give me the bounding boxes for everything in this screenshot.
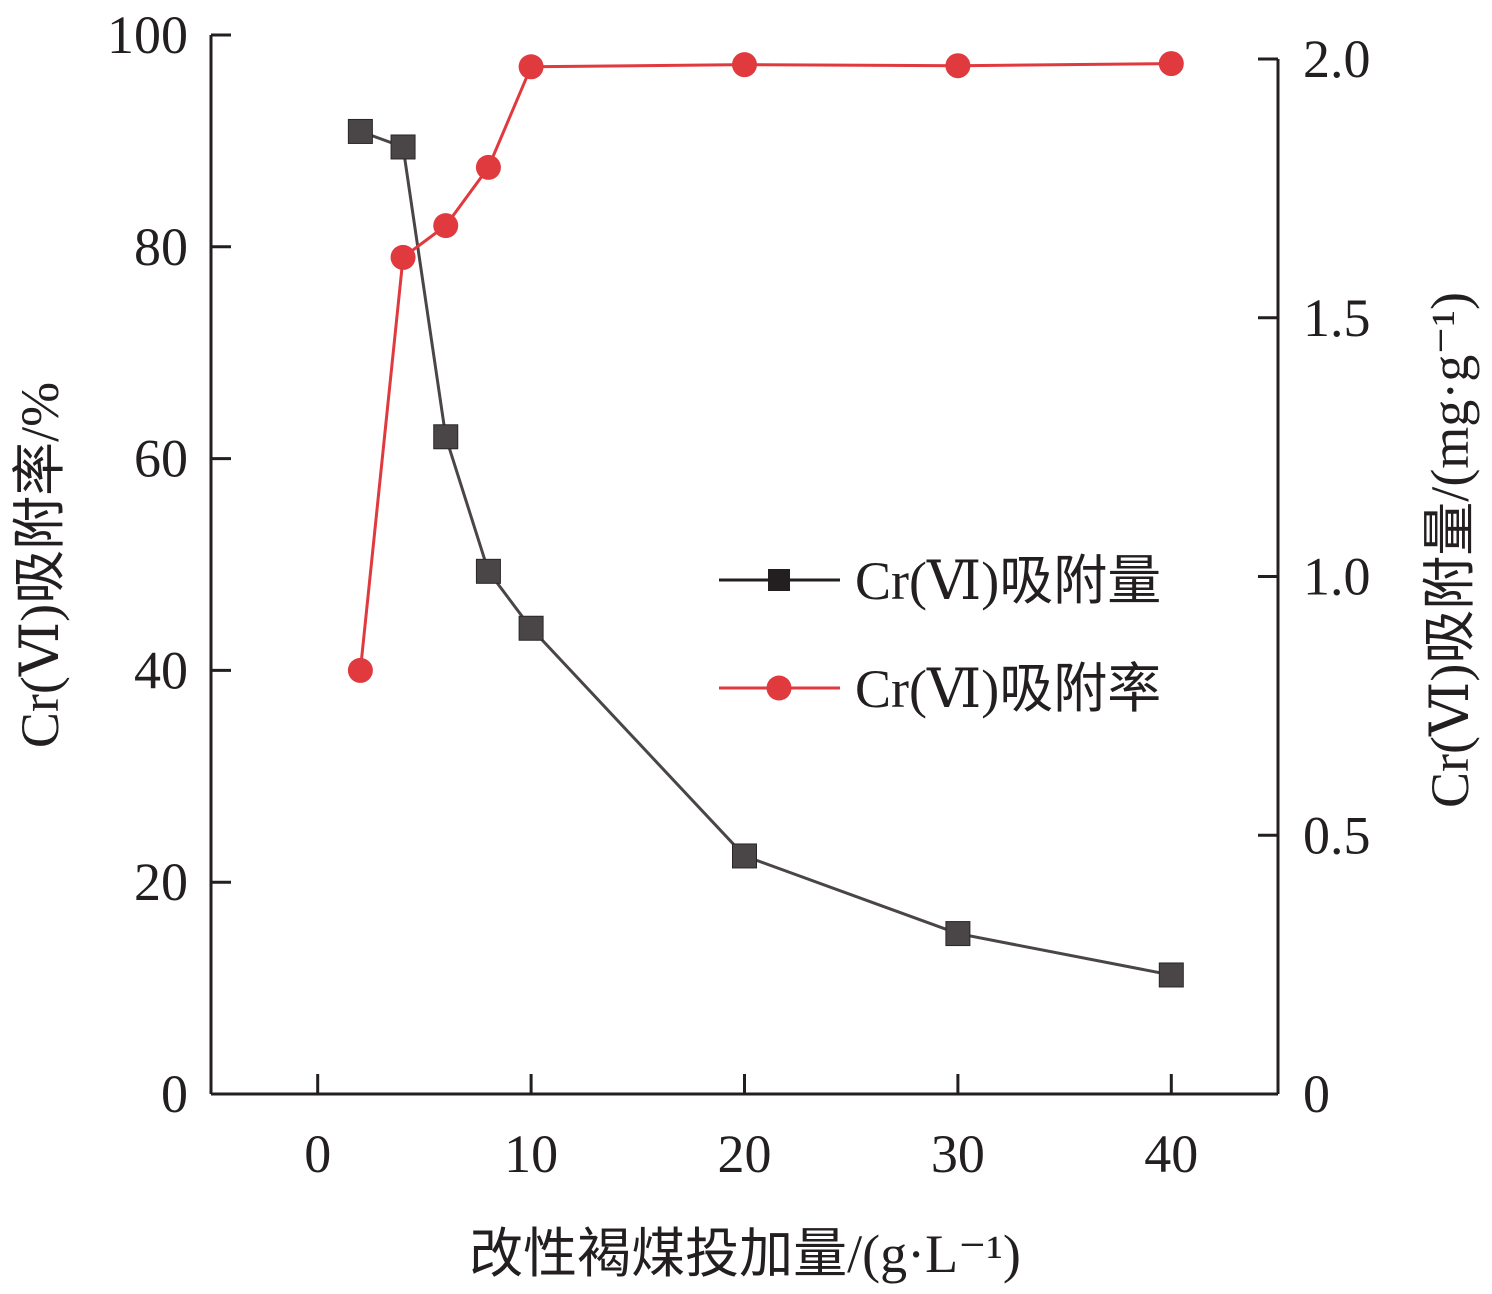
data-point-square [475, 558, 501, 584]
legend-marker-square [768, 569, 790, 591]
y-right-tick-label: 0.5 [1303, 805, 1371, 865]
series-layer [347, 51, 1184, 988]
data-point-circle [518, 54, 544, 80]
x-axis-title: 改性褐煤投加量/(g·L⁻¹) [469, 1224, 1021, 1284]
y-left-tick-label: 60 [134, 429, 188, 489]
data-point-square [518, 615, 544, 641]
y-right-tick-label: 1.0 [1303, 547, 1371, 607]
data-point-circle [347, 657, 373, 683]
y-axis-left-title: Cr(Ⅵ)吸附率/% [10, 382, 70, 748]
data-point-circle [390, 244, 416, 270]
data-point-square [1158, 962, 1184, 988]
y-left-tick-label: 40 [134, 640, 188, 700]
y-right-tick-label: 2.0 [1303, 29, 1371, 89]
data-point-square [732, 843, 757, 869]
y-left-tick-label: 80 [134, 217, 188, 277]
x-tick-label: 40 [1144, 1124, 1198, 1184]
data-point-circle [732, 52, 757, 78]
data-point-square [945, 921, 971, 947]
y-left-tick-label: 100 [107, 5, 188, 65]
legend-label: Cr(Ⅵ)吸附量 [855, 551, 1161, 611]
axes: 0 10 20 30 40 0 20 40 60 80 100 0 0.5 1.0 1.5 2.0 [107, 5, 1371, 1184]
series-line-1 [359, 130, 1172, 977]
legend: Cr(Ⅵ)吸附量 Cr(Ⅵ)吸附率 [719, 551, 1161, 719]
y-left-tick-label: 0 [161, 1064, 188, 1124]
legend-marker-circle [766, 675, 792, 701]
x-tick-label: 20 [718, 1124, 772, 1184]
data-point-circle [1158, 51, 1184, 77]
legend-label: Cr(Ⅵ)吸附率 [855, 659, 1161, 719]
data-point-square [390, 134, 416, 160]
data-point-circle [475, 154, 501, 180]
data-point-circle [433, 213, 459, 239]
y-axis-right-title: Cr(Ⅵ)吸附量/(mg·g⁻¹) [1420, 292, 1480, 808]
y-right-tick-label: 1.5 [1303, 288, 1371, 348]
y-left-tick-label: 20 [134, 852, 188, 912]
data-point-square [433, 424, 459, 450]
x-tick-label: 0 [304, 1124, 331, 1184]
data-point-square [347, 118, 373, 144]
x-tick-label: 10 [504, 1124, 558, 1184]
y-right-tick-label: 0 [1303, 1064, 1330, 1124]
x-tick-label: 30 [931, 1124, 985, 1184]
data-point-circle [945, 53, 971, 79]
